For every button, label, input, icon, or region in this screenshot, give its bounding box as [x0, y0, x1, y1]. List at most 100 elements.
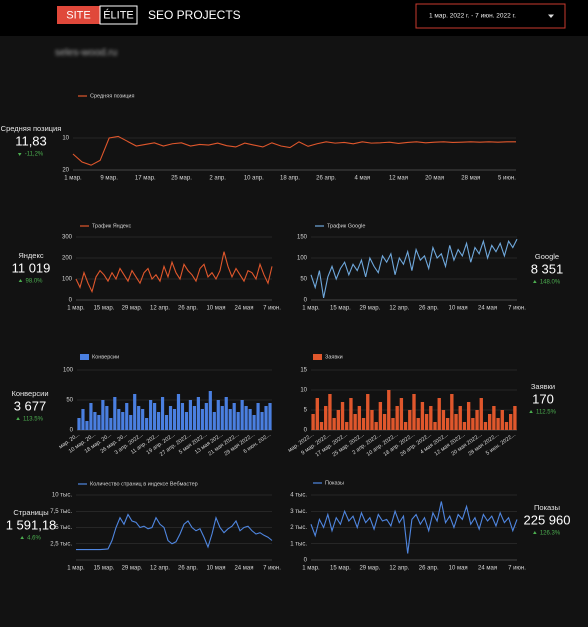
bar — [133, 394, 137, 430]
y-tick-label: 0 — [304, 428, 308, 434]
bar — [370, 410, 374, 430]
bar — [345, 422, 349, 430]
bar — [441, 410, 446, 430]
y-tick-label: 5 тыс. — [55, 525, 72, 531]
bar — [378, 402, 383, 430]
x-tick-label: 10 мая — [206, 566, 225, 572]
bar — [196, 397, 200, 430]
legend-swatch — [313, 354, 322, 360]
x-tick-label: 25 мар. — [171, 176, 192, 182]
data-line — [75, 251, 273, 294]
chart: 0 100 200 300 Трафик Яндекс 1 мар. 15 мар. 29 м… — [62, 223, 281, 311]
bar — [252, 415, 256, 430]
kpi-change: 4.6% — [27, 536, 41, 542]
bar — [424, 414, 429, 430]
kpi-arrow — [529, 410, 533, 413]
x-tick-label: 26 апр. — [419, 306, 439, 312]
bar — [500, 410, 504, 430]
bar — [479, 398, 483, 430]
y-tick-label: 3 тыс. — [290, 509, 307, 515]
y-tick-label: 1 тыс. — [290, 541, 307, 547]
dropdown-caret[interactable] — [548, 14, 554, 19]
kpi-label: Заявки — [531, 382, 555, 391]
y-tick-label: 7,5 тыс. — [50, 509, 72, 515]
bar — [315, 398, 319, 430]
chart: 0 1 тыс. 2 тыс. 3 тыс. 4 тыс. Показы 1 мар. 15 … — [290, 480, 526, 571]
x-tick-label: 1 мар. — [302, 566, 320, 572]
kpi-value: 11 019 — [12, 260, 51, 275]
bar — [366, 394, 370, 430]
bar — [311, 414, 315, 430]
x-tick-label: 10 апр. — [244, 176, 264, 182]
bar — [97, 415, 101, 430]
bar — [492, 406, 496, 430]
bar — [168, 406, 173, 430]
legend-label: Показы — [325, 480, 344, 486]
y-tick-label: 2 тыс. — [290, 525, 307, 531]
kpi-arrow — [16, 417, 20, 420]
data-line — [76, 513, 273, 551]
kpi-arrow — [17, 153, 22, 156]
bar — [204, 403, 208, 430]
bar — [228, 409, 232, 430]
y-tick-label: 15 — [300, 368, 307, 374]
x-tick-label: 7 июн. — [263, 566, 281, 572]
kpi-change: 148.0% — [540, 280, 561, 286]
x-tick-label: 24 мая — [234, 306, 253, 312]
y-tick-label: 100 — [297, 256, 308, 262]
bar — [224, 397, 228, 430]
x-tick-label: 29 мар. — [122, 306, 143, 312]
bar — [236, 412, 240, 430]
bar — [200, 409, 204, 430]
legend-swatch — [80, 354, 89, 360]
x-tick-label: 29 мар. — [122, 566, 143, 572]
header-title: SEO PROJECTS — [148, 8, 241, 22]
bar — [172, 409, 177, 430]
bar — [156, 412, 161, 430]
bar — [395, 406, 399, 430]
x-tick-label: 15 мар. — [94, 306, 115, 312]
bar — [391, 418, 395, 430]
x-tick-label: 1 мар. — [302, 306, 320, 312]
bar — [164, 415, 169, 430]
kpi-arrow — [18, 279, 23, 282]
bar — [487, 414, 492, 430]
y-tick-label: 100 — [62, 277, 73, 283]
kpi-value: 11,83 — [15, 133, 47, 148]
x-tick-label: 1 мар. — [67, 306, 85, 312]
bar — [437, 398, 441, 430]
bar — [268, 403, 272, 430]
bar — [353, 414, 357, 430]
bar — [483, 422, 488, 430]
bar — [109, 418, 113, 430]
kpi-label: Google — [535, 252, 559, 261]
kpi-label: Яндекс — [18, 251, 43, 260]
bar — [450, 394, 454, 430]
kpi-change: 113.5% — [23, 417, 44, 423]
logo-left: SITE — [66, 9, 90, 21]
y-tick-label: 100 — [63, 368, 74, 374]
date-picker-box[interactable] — [415, 3, 566, 29]
bar — [212, 412, 216, 430]
x-tick-label: 7 июн. — [263, 306, 281, 312]
date-picker[interactable]: 1 мар. 2022 г. - 7 июн. 2022 г. — [415, 3, 566, 29]
x-tick-label: 18 апр. — [280, 176, 300, 182]
bar — [513, 406, 517, 430]
bar — [324, 406, 328, 430]
bar — [445, 418, 450, 430]
y-tick-label: 150 — [297, 235, 308, 241]
bar — [429, 406, 433, 430]
bar — [260, 412, 264, 430]
x-tick-label: 15 мар. — [94, 566, 115, 572]
bar — [458, 406, 462, 430]
date-range[interactable]: 1 мар. 2022 г. - 7 июн. 2022 г. — [429, 13, 516, 20]
y-tick-label: 20 — [62, 168, 69, 174]
bar — [433, 422, 437, 430]
bar — [153, 403, 157, 430]
y-tick-label: 5 — [304, 408, 308, 414]
kpi-change: -11,2% — [25, 152, 44, 158]
bar — [361, 418, 366, 430]
x-tick-label: 15 мар. — [330, 306, 351, 312]
x-tick-label: 1 мар. — [64, 176, 82, 182]
